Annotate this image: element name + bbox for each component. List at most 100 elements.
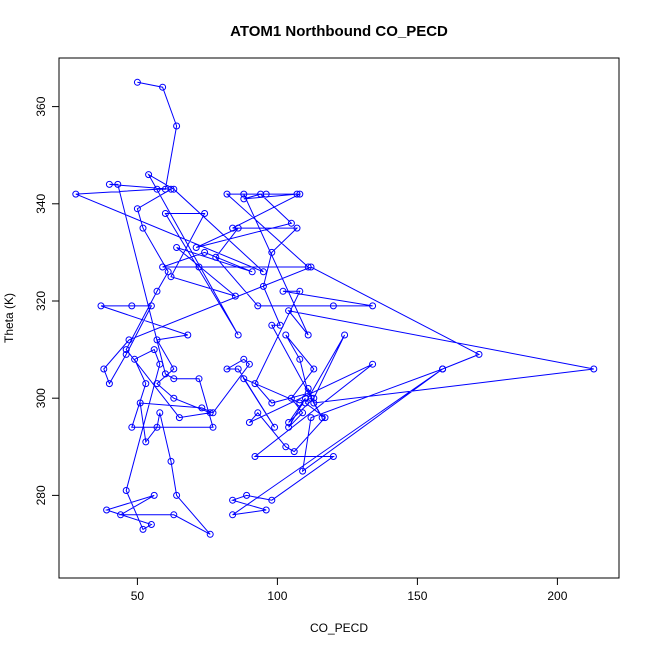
data-point: [159, 83, 167, 91]
data-point: [243, 491, 251, 499]
y-tick-label: 360: [34, 96, 48, 116]
data-point: [136, 399, 144, 407]
data-point: [133, 205, 141, 213]
data-point: [268, 321, 276, 329]
data-point: [198, 404, 206, 412]
y-tick-label: 340: [34, 193, 48, 213]
data-point: [285, 307, 293, 315]
data-point: [268, 248, 276, 256]
data-point: [142, 438, 150, 446]
data-point: [153, 287, 161, 295]
data-point: [142, 380, 150, 388]
plot-area: [72, 78, 598, 538]
data-point: [296, 190, 304, 198]
data-point: [201, 210, 209, 217]
data-point: [262, 506, 270, 514]
data-point: [234, 365, 242, 373]
y-tick-label: 300: [34, 388, 48, 408]
data-point: [293, 224, 301, 232]
data-point: [170, 365, 178, 373]
x-axis-label: CO_PECD: [310, 621, 368, 635]
data-point: [223, 365, 231, 373]
data-point: [128, 423, 136, 431]
data-point: [251, 453, 259, 460]
x-tick-label: 50: [131, 589, 145, 603]
data-point: [133, 78, 141, 86]
data-point: [259, 268, 267, 276]
data-point: [240, 195, 248, 203]
data-point: [131, 355, 139, 363]
data-point: [304, 385, 312, 392]
data-point: [209, 409, 217, 417]
data-point: [245, 419, 253, 426]
data-point: [173, 244, 181, 251]
data-point: [293, 190, 301, 198]
data-point: [287, 219, 295, 227]
data-point: [299, 409, 307, 417]
data-point: [195, 375, 203, 383]
data-point: [369, 302, 377, 310]
data-point: [170, 511, 178, 519]
data-point: [122, 350, 130, 358]
series-line: [75, 81, 594, 535]
data-point: [153, 185, 161, 193]
data-point: [150, 346, 158, 354]
data-point: [254, 302, 262, 310]
data-point: [100, 365, 108, 373]
data-point: [231, 292, 239, 300]
data-point: [307, 414, 315, 422]
x-tick-label: 150: [407, 589, 427, 603]
data-point: [170, 375, 178, 383]
data-point: [251, 380, 259, 388]
data-point: [282, 331, 290, 339]
data-point: [173, 122, 181, 130]
data-point: [240, 375, 248, 383]
data-point: [145, 171, 153, 179]
data-point: [156, 409, 164, 417]
data-point: [341, 331, 349, 339]
data-point: [114, 180, 122, 188]
x-tick-label: 200: [547, 589, 567, 603]
data-point: [296, 287, 304, 295]
data-point: [439, 365, 447, 373]
data-point: [72, 190, 80, 198]
data-point: [304, 331, 312, 339]
data-point: [285, 419, 293, 426]
data-point: [369, 360, 377, 368]
y-tick-label: 320: [34, 291, 48, 311]
data-point: [170, 394, 178, 402]
data-point: [329, 453, 337, 460]
data-point: [167, 185, 175, 193]
data-point: [125, 336, 133, 344]
data-point: [248, 268, 256, 276]
data-point: [212, 253, 220, 261]
plot-frame: [58, 57, 620, 579]
data-point: [321, 414, 329, 422]
data-point: [103, 506, 111, 514]
data-point: [175, 414, 183, 422]
data-point: [167, 457, 175, 465]
data-point: [254, 409, 262, 417]
data-point: [192, 244, 200, 251]
data-point: [153, 336, 161, 344]
data-point: [329, 302, 337, 310]
data-point: [287, 394, 295, 402]
data-point: [161, 210, 169, 217]
data-point: [170, 185, 178, 193]
data-point: [259, 282, 267, 290]
data-point: [229, 511, 237, 519]
data-point: [153, 423, 161, 431]
data-point: [262, 190, 270, 198]
data-point: [282, 443, 290, 451]
data-point: [173, 491, 181, 499]
data-point: [122, 346, 130, 354]
data-point: [159, 263, 167, 271]
chart-title: ATOM1 Northbound CO_PECD: [230, 23, 448, 40]
data-point: [223, 190, 231, 198]
data-point: [279, 287, 287, 295]
data-point: [229, 224, 237, 232]
data-point: [296, 355, 304, 363]
data-point: [245, 360, 253, 368]
data-point: [276, 321, 284, 329]
data-point: [147, 521, 155, 528]
